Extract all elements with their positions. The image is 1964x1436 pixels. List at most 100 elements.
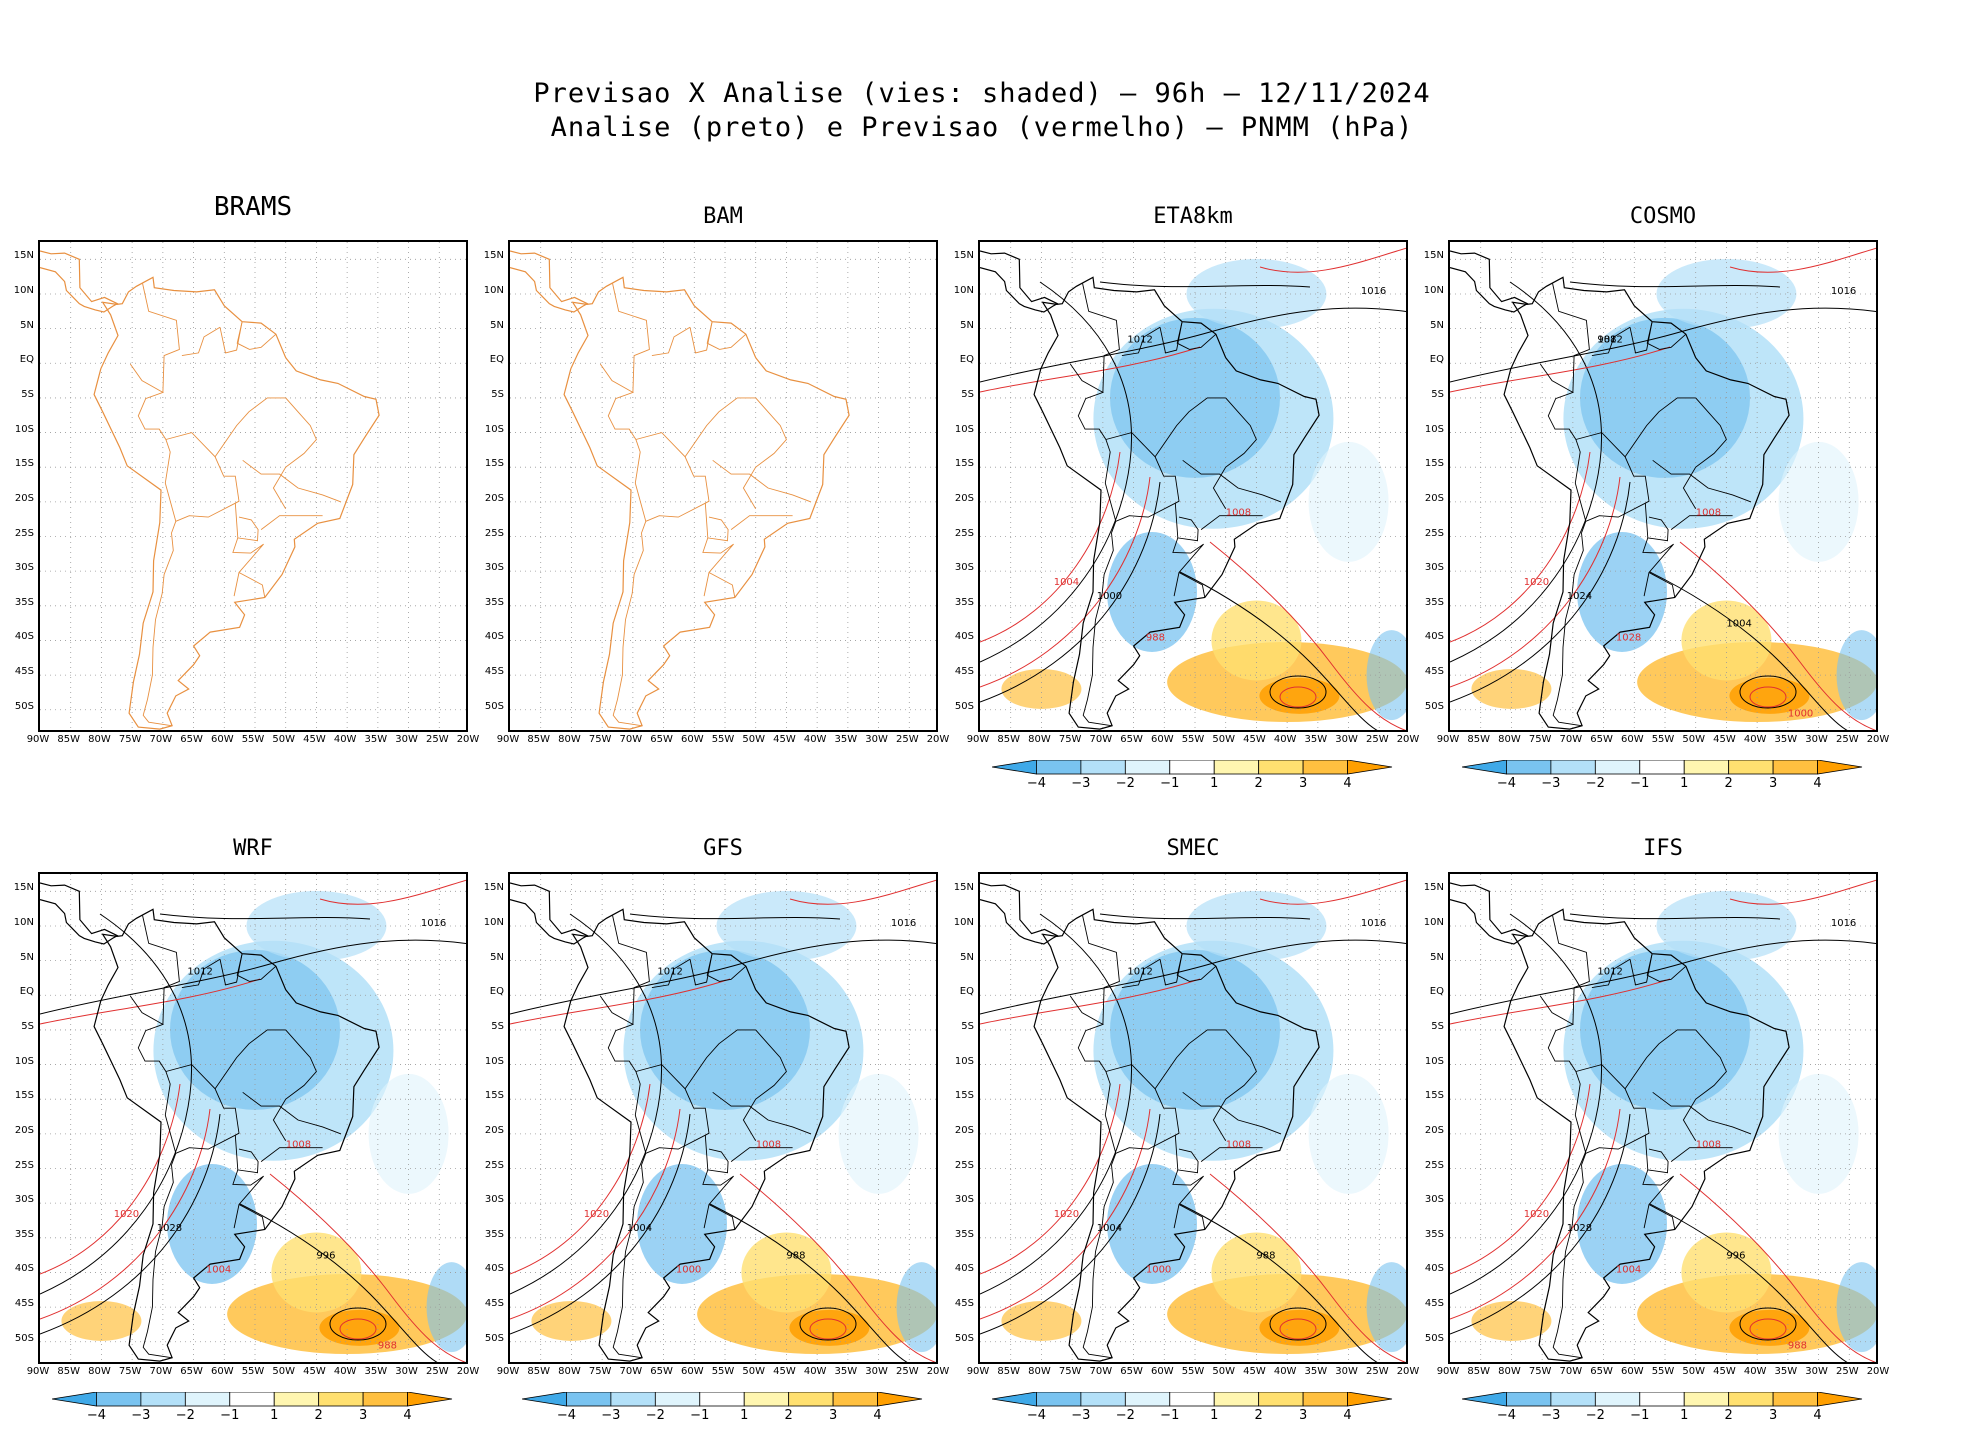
lon-tick-label: 40W [333, 1366, 357, 1377]
lat-tick-label: 15N [953, 882, 974, 894]
forecast-isobar [1450, 476, 1621, 688]
lat-tick-label: 45S [1424, 666, 1444, 678]
lon-tick-label: 20W [456, 734, 480, 745]
bias-positive-region [1681, 600, 1772, 681]
lat-tick-label: 5S [1431, 1020, 1444, 1032]
country-border [1154, 1029, 1226, 1090]
lon-tick-label: 75W [1058, 1366, 1082, 1377]
colorbar-swatch [1258, 1392, 1304, 1407]
lat-tick-label: 30S [484, 1194, 504, 1206]
lon-tick-label: 85W [1467, 734, 1491, 745]
lat-tick-label: 10N [13, 284, 34, 296]
lon-tick-label: 50W [1212, 1366, 1236, 1377]
country-border [1178, 1204, 1206, 1230]
colorbar-swatch [1728, 1392, 1774, 1407]
country-border [236, 321, 277, 350]
country-border [129, 363, 177, 727]
colorbar-label: 1 [1680, 1408, 1689, 1423]
lat-tick-label: 25S [14, 527, 34, 539]
country-border [1552, 915, 1590, 1025]
colorbar-label: −3 [601, 1408, 621, 1423]
analysis-isobar [1099, 913, 1311, 920]
forecast-isobar [1729, 247, 1876, 273]
lat-tick-label: 5S [491, 388, 504, 400]
bias-negative-region [1656, 258, 1797, 329]
lat-tick-label: EQ [19, 354, 34, 366]
country-border [219, 953, 243, 986]
lat-tick-label: 40S [484, 631, 504, 643]
lat-tick-label: 30S [14, 562, 34, 574]
colorbar-swatch [992, 760, 1037, 775]
coastline [980, 250, 1059, 313]
country-border [142, 915, 180, 1025]
country-border [712, 1091, 812, 1135]
forecast-isobar [510, 978, 731, 1025]
lon-tick-label: 75W [1528, 734, 1552, 745]
bias-negative-region [1577, 531, 1667, 652]
country-border [1200, 515, 1263, 530]
forecast-isobar [1259, 879, 1406, 905]
forecast-isobar [980, 1083, 1121, 1275]
analysis-isobar [159, 913, 371, 920]
forecast-isobar [40, 1083, 181, 1275]
analysis-isobar [1450, 939, 1876, 1015]
forecast-isobar [980, 451, 1121, 643]
colorbar-label: −1 [1160, 1408, 1180, 1423]
colorbar-label: 2 [1724, 1408, 1733, 1423]
country-border [684, 397, 756, 458]
bias-positive-region [1211, 1232, 1302, 1313]
lat-tick-label: 45S [14, 1298, 34, 1310]
lon-tick-label: 25W [1835, 734, 1859, 745]
analysis-isobar [1099, 281, 1311, 288]
forecast-isobar [1279, 1318, 1317, 1340]
analysis-isobar [510, 939, 936, 1015]
lon-tick-label: 90W [26, 734, 50, 745]
lat-tick-label: 50S [484, 1332, 504, 1344]
country-border [730, 1147, 793, 1162]
bias-negative-region [426, 1262, 466, 1353]
country-border [1624, 397, 1696, 458]
colorbar-label: −3 [1541, 776, 1561, 791]
lon-tick-label: 70W [1559, 734, 1583, 745]
country-border [1174, 503, 1199, 542]
country-border [1182, 1091, 1282, 1135]
lon-tick-label: 60W [1620, 734, 1644, 745]
lon-tick-label: 20W [926, 734, 950, 745]
lon-tick-label: 30W [395, 734, 418, 745]
analysis-isobar [1569, 913, 1781, 920]
lon-tick-label: 55W [711, 1366, 735, 1377]
country-border [635, 1064, 710, 1154]
bias-positive-region [789, 1309, 870, 1346]
bias-positive-region [1001, 668, 1082, 709]
forecast-isobar [339, 1318, 377, 1340]
colorbar-label: 3 [828, 1408, 838, 1423]
colorbar-swatch [654, 1392, 701, 1407]
panel-title-wrf: WRF [233, 836, 273, 861]
colorbar-swatch [1683, 1392, 1730, 1407]
isobar-label: 1008 [286, 1140, 311, 1151]
lon-tick-label: 45W [1243, 734, 1266, 745]
analysis-isobar [1569, 281, 1781, 288]
lat-tick-label: 50S [14, 700, 34, 712]
country-border [1646, 321, 1687, 350]
lon-tick-label: 50W [272, 734, 296, 745]
bias-negative-region [1656, 890, 1797, 961]
lat-tick-label: 15S [1424, 458, 1444, 470]
country-border [1644, 503, 1669, 542]
bias-negative-region [1836, 1262, 1876, 1353]
country-border [1575, 1064, 1650, 1154]
colorbar-label: −4 [1496, 1408, 1517, 1423]
lat-tick-label: EQ [1429, 986, 1444, 998]
country-border [689, 953, 713, 986]
figure-title-line1: Previsao X Analise (vies: shaded) – 96h … [533, 78, 1431, 109]
colorbar [52, 1392, 453, 1407]
colorbar-label: −2 [645, 1408, 665, 1423]
analysis-isobar [980, 281, 1132, 663]
lon-tick-label: 70W [149, 1366, 173, 1377]
lon-tick-label: 35W [364, 1366, 388, 1377]
bias-positive-region [1211, 600, 1302, 681]
analysis-isobar [1450, 481, 1631, 703]
lat-tick-label: 5N [20, 951, 34, 963]
lon-tick-label: 80W [558, 1366, 581, 1377]
country-border [708, 1204, 736, 1230]
